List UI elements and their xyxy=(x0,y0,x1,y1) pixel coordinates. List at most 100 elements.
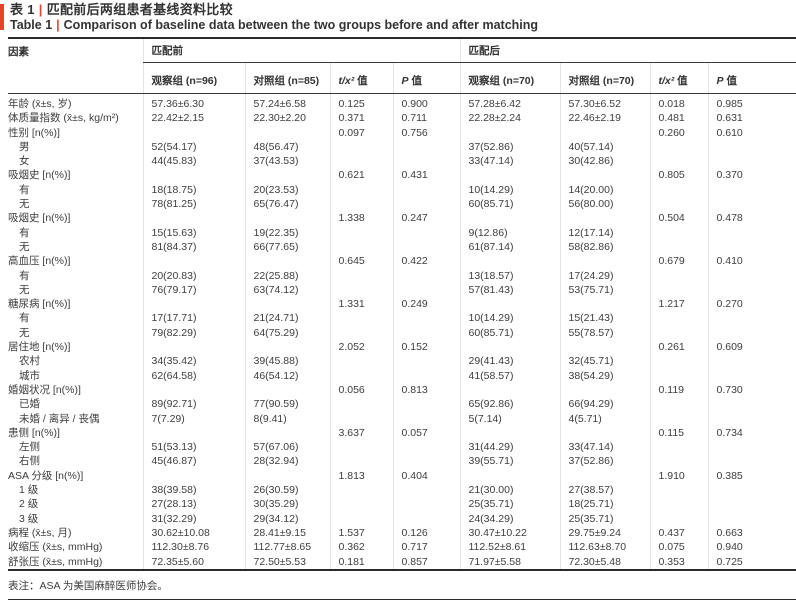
value-cell xyxy=(459,168,560,183)
table-row: 无 81(84.37) 66(77.65) 61(87.14) 58(82.86) xyxy=(8,239,796,255)
value-cell: 40(57.14) xyxy=(559,139,650,155)
value-cell: 48(56.47) xyxy=(244,139,330,155)
value-cell xyxy=(142,340,245,355)
value-cell xyxy=(707,311,796,326)
value-cell: 112.52±8.61 xyxy=(459,540,560,555)
value-cell xyxy=(707,397,796,412)
value-cell: 15(15.63) xyxy=(142,225,245,240)
value-cell: 27(38.57) xyxy=(559,483,650,498)
value-cell: 77(90.59) xyxy=(244,397,330,412)
value-cell: 30(35.29) xyxy=(244,497,330,512)
value-cell: 0.260 xyxy=(649,125,708,140)
value-cell: 26(30.59) xyxy=(244,483,330,498)
group-header-row: 因素 匹配前 匹配后 xyxy=(8,38,796,94)
value-cell: 61(87.14) xyxy=(459,239,560,255)
value-cell: 38(39.58) xyxy=(142,483,245,498)
value-cell: 0.679 xyxy=(649,254,708,269)
table-row: 病程 (x̄±s, 月) 30.62±10.08 28.41±9.15 1.537 0.… xyxy=(8,525,796,541)
value-cell: 33(47.14) xyxy=(459,154,560,169)
pre-observation-group-header: 观察组 (n=96) xyxy=(142,62,245,94)
value-cell xyxy=(559,168,650,183)
value-cell: 32(45.71) xyxy=(559,354,650,369)
value-cell xyxy=(649,311,708,326)
value-cell: 28(32.94) xyxy=(244,454,330,469)
factor-cell: 收缩压 (x̄±s, mmHg) xyxy=(8,541,103,554)
value-cell xyxy=(559,382,650,398)
value-cell: 0.663 xyxy=(707,525,796,541)
factor-cell: 性别 [n(%)] xyxy=(8,126,60,139)
value-cell: 0.504 xyxy=(649,211,708,226)
value-cell xyxy=(707,154,796,169)
value-cell xyxy=(244,468,330,484)
value-cell xyxy=(459,468,560,484)
factor-cell: ASA 分级 [n(%)] xyxy=(8,469,84,482)
table-row: 高血压 [n(%)] 0.645 0.422 0.679 0.410 xyxy=(8,254,796,269)
value-cell: 1.813 xyxy=(329,468,393,484)
value-cell: 5(7.14) xyxy=(459,411,560,426)
value-cell: 89(92.71) xyxy=(142,397,245,412)
value-cell xyxy=(244,168,330,183)
value-cell: 30.47±10.22 xyxy=(459,525,560,541)
value-cell: 45(46.87) xyxy=(142,454,245,469)
value-cell xyxy=(392,139,460,155)
factor-cell: 有 xyxy=(19,312,30,325)
pre-statistic-symbol: t/x² xyxy=(338,75,355,87)
value-cell xyxy=(707,268,796,283)
value-cell: 38(54.29) xyxy=(559,368,650,383)
table-row: 有 17(17.71) 21(24.71) 10(14.29) 15(21.43) xyxy=(8,311,796,326)
table-row: 无 79(82.29) 64(75.29) 60(85.71) 55(78.57) xyxy=(8,325,796,341)
value-cell xyxy=(392,511,460,526)
value-cell: 0.119 xyxy=(649,382,708,398)
table-row: 患侧 [n(%)] 3.637 0.057 0.115 0.734 xyxy=(8,425,796,441)
value-cell: 60(85.71) xyxy=(459,325,560,341)
value-cell: 0.181 xyxy=(329,554,393,570)
value-cell: 18(25.71) xyxy=(559,497,650,512)
value-cell: 15(21.43) xyxy=(559,311,650,326)
post-observation-group-header: 观察组 (n=70) xyxy=(459,62,560,94)
factor-cell: 左侧 xyxy=(19,441,40,454)
table-row: 农村 34(35.42) 39(45.88) 29(41.43) 32(45.71) xyxy=(8,354,796,369)
table-titles: 表 1 | 匹配前后两组患者基线资料比较 Table 1 | Comparison of… xyxy=(0,0,796,33)
value-cell: 22.28±2.24 xyxy=(459,111,560,126)
value-cell: 22.42±2.15 xyxy=(142,111,245,126)
value-cell: 0.075 xyxy=(649,540,708,555)
value-cell: 112.77±8.65 xyxy=(244,540,330,555)
value-cell xyxy=(329,483,393,498)
value-cell: 17(24.29) xyxy=(559,268,650,283)
value-cell xyxy=(707,411,796,426)
value-cell xyxy=(329,325,393,341)
value-cell xyxy=(649,282,708,298)
value-cell: 34(35.42) xyxy=(142,354,245,369)
value-cell: 57.36±6.30 xyxy=(142,93,245,112)
factor-cell: 有 xyxy=(19,226,30,239)
value-cell xyxy=(392,368,460,383)
value-cell: 20(23.53) xyxy=(244,182,330,198)
value-cell xyxy=(392,282,460,298)
value-cell xyxy=(559,211,650,226)
table-row: 有 20(20.83) 22(25.88) 13(18.57) 17(24.29) xyxy=(8,268,796,283)
factor-cell: 无 xyxy=(19,326,30,339)
value-cell: 72.30±5.48 xyxy=(559,554,650,570)
value-cell xyxy=(707,483,796,498)
value-cell xyxy=(329,454,393,469)
table-row: 吸烟史 [n(%)] 0.621 0.431 0.805 0.370 xyxy=(8,168,796,183)
value-cell xyxy=(329,225,393,240)
value-cell xyxy=(559,254,650,269)
table-row: 女 44(45.83) 37(43.53) 33(47.14) 30(42.86) xyxy=(8,154,796,169)
value-cell: 60(85.71) xyxy=(459,197,560,212)
value-cell: 0.900 xyxy=(392,93,460,112)
value-cell: 0.813 xyxy=(392,382,460,398)
value-cell xyxy=(707,511,796,526)
value-cell: 0.057 xyxy=(392,425,460,441)
value-cell: 20(20.83) xyxy=(142,268,245,283)
value-cell: 31(44.29) xyxy=(459,440,560,455)
value-cell: 57(67.06) xyxy=(244,440,330,455)
pre-statistic-header: t/x² 值 xyxy=(329,62,393,94)
value-cell: 29.75±9.24 xyxy=(559,525,650,541)
pre-statistic-word: 值 xyxy=(357,75,368,87)
table-row: 性别 [n(%)] 0.097 0.756 0.260 0.610 xyxy=(8,125,796,140)
value-cell xyxy=(459,211,560,226)
factor-cell: 女 xyxy=(19,155,30,168)
value-cell: 9(12.86) xyxy=(459,225,560,240)
post-control-group-header: 对照组 (n=70) xyxy=(559,62,650,94)
